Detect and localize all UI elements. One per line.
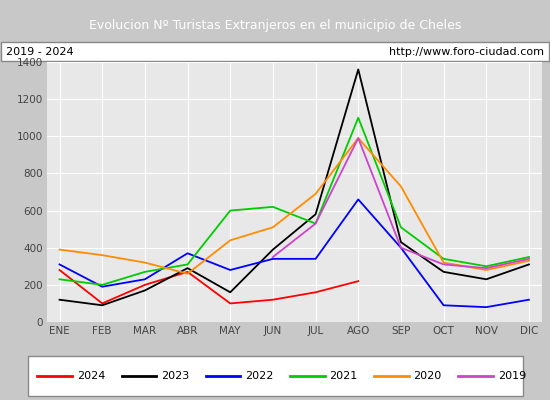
2019: [355, 136, 361, 140]
2020: [141, 260, 148, 265]
2024: [141, 282, 148, 287]
Text: 2022: 2022: [245, 371, 274, 381]
FancyBboxPatch shape: [1, 42, 549, 61]
2023: [56, 297, 63, 302]
2021: [99, 282, 106, 287]
2020: [355, 136, 361, 140]
2020: [184, 271, 191, 276]
2020: [483, 268, 490, 272]
2022: [441, 303, 447, 308]
2019: [526, 256, 532, 261]
2023: [227, 290, 234, 295]
2021: [56, 277, 63, 282]
2020: [312, 192, 319, 196]
2021: [227, 208, 234, 213]
2022: [56, 262, 63, 267]
2021: [184, 262, 191, 267]
2020: [99, 253, 106, 258]
FancyBboxPatch shape: [28, 356, 522, 396]
2023: [184, 266, 191, 270]
2019: [441, 262, 447, 267]
2020: [227, 238, 234, 243]
Text: 2021: 2021: [329, 371, 358, 381]
2023: [355, 67, 361, 72]
2019: [398, 245, 404, 250]
2023: [270, 247, 276, 252]
2021: [483, 264, 490, 269]
2020: [441, 260, 447, 265]
Text: http://www.foro-ciudad.com: http://www.foro-ciudad.com: [389, 47, 544, 57]
2021: [355, 115, 361, 120]
Text: 2019: 2019: [498, 371, 526, 381]
2021: [270, 204, 276, 209]
2024: [99, 301, 106, 306]
2024: [56, 268, 63, 272]
2022: [526, 297, 532, 302]
Line: 2024: 2024: [59, 270, 358, 304]
2023: [312, 212, 319, 217]
2023: [526, 262, 532, 267]
2023: [141, 288, 148, 293]
2024: [312, 290, 319, 295]
2020: [398, 184, 404, 189]
2023: [441, 270, 447, 274]
Line: 2021: 2021: [59, 118, 529, 285]
2022: [227, 268, 234, 272]
2021: [398, 225, 404, 230]
Line: 2023: 2023: [59, 70, 529, 305]
2019: [270, 255, 276, 260]
Text: 2020: 2020: [414, 371, 442, 381]
Text: 2019 - 2024: 2019 - 2024: [6, 47, 73, 57]
2022: [483, 305, 490, 310]
2024: [184, 270, 191, 274]
2021: [312, 221, 319, 226]
Text: Evolucion Nº Turistas Extranjeros en el municipio de Cheles: Evolucion Nº Turistas Extranjeros en el …: [89, 18, 461, 32]
Line: 2019: 2019: [273, 138, 529, 268]
2023: [483, 277, 490, 282]
2024: [270, 297, 276, 302]
2022: [355, 197, 361, 202]
2019: [312, 221, 319, 226]
2024: [355, 279, 361, 284]
2024: [227, 301, 234, 306]
2022: [270, 256, 276, 261]
2022: [141, 277, 148, 282]
2022: [184, 251, 191, 256]
2020: [526, 258, 532, 263]
Text: 2023: 2023: [161, 371, 189, 381]
2019: [483, 266, 490, 270]
2022: [99, 284, 106, 289]
2022: [398, 245, 404, 250]
2023: [99, 303, 106, 308]
2020: [56, 247, 63, 252]
Line: 2022: 2022: [59, 200, 529, 307]
2020: [270, 225, 276, 230]
2023: [398, 240, 404, 244]
2021: [441, 256, 447, 261]
Line: 2020: 2020: [59, 138, 529, 274]
2021: [526, 255, 532, 260]
Text: 2024: 2024: [77, 371, 106, 381]
2021: [141, 270, 148, 274]
2022: [312, 256, 319, 261]
